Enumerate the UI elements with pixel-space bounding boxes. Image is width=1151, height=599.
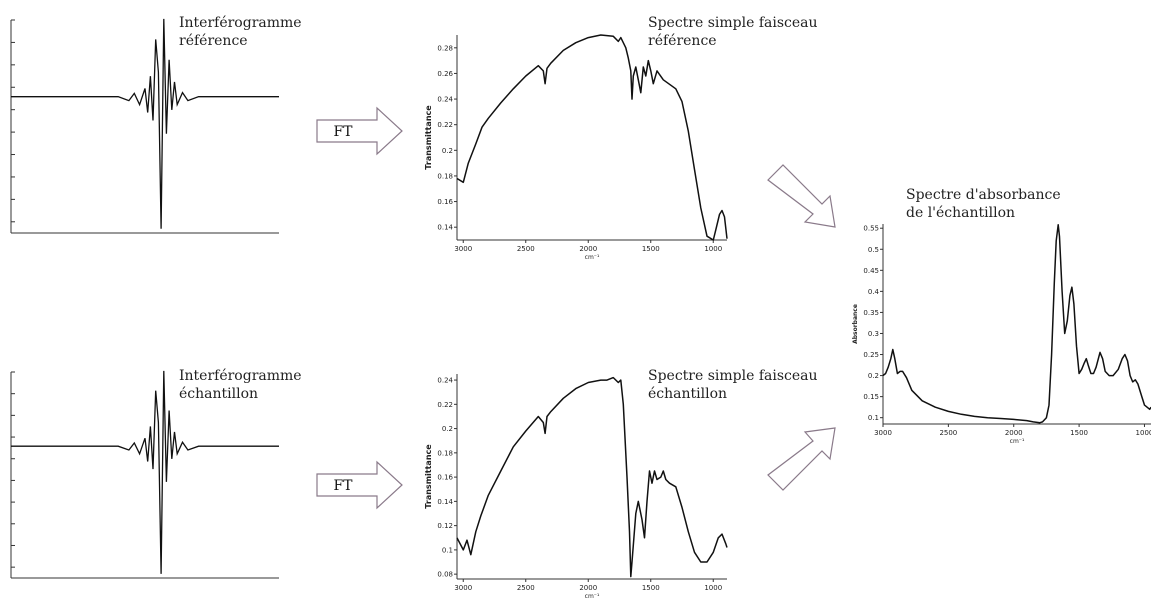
interferogram-reference (10, 18, 279, 234)
caption-line: Interférogramme (179, 15, 302, 31)
absorbance-sample: 3000 2500 2000 1500 1000 0.1 0.15 0.2 0.25 0.3 0.3… (852, 224, 1151, 445)
y-tick-label: 0.24 (437, 377, 453, 385)
y-axis-label: Transmittance (424, 105, 433, 170)
y-tick-label: 0.08 (437, 571, 453, 579)
absorbance-label: Spectre d'absorbance de l'échantillon (906, 186, 1061, 222)
caption-line: Spectre simple faisceau (648, 368, 818, 384)
arrow-right-icon (316, 106, 403, 156)
caption-line: Spectre simple faisceau (648, 15, 818, 31)
y-tick-label: 0.1 (442, 546, 453, 554)
interferogram-sample (10, 370, 279, 579)
x-tick-label: 1500 (1070, 429, 1088, 437)
x-tick-label: 1000 (704, 584, 722, 592)
single-beam-reference: 3000 2500 2000 1500 1000 0.14 0.16 0.18 0.2 0.22 0… (424, 34, 728, 261)
x-tick-label: 1000 (704, 245, 722, 253)
y-tick-label: 0.4 (868, 288, 880, 296)
y-tick-label: 0.18 (437, 172, 453, 180)
y-tick-label: 0.24 (437, 96, 453, 104)
x-tick-label: 1000 (1136, 429, 1151, 437)
ft-arrow-top: FT (316, 106, 403, 156)
y-tick-label: 0.3 (868, 330, 879, 338)
series-line (11, 18, 279, 229)
x-axis-label: cm⁻¹ (585, 254, 600, 261)
y-tick-label: 0.5 (868, 246, 879, 254)
x-tick-label: 1500 (642, 245, 660, 253)
caption-line: référence (179, 33, 248, 49)
x-tick-label: 3000 (454, 245, 472, 253)
x-tick-label: 2500 (517, 584, 535, 592)
caption-line: Interférogramme (179, 368, 302, 384)
x-tick-label: 2500 (939, 429, 957, 437)
x-tick-label: 1500 (642, 584, 660, 592)
y-tick-label: 0.25 (863, 351, 879, 359)
ft-label: FT (333, 124, 353, 140)
y-axis-label: Absorbance (852, 304, 859, 344)
y-tick-label: 0.55 (863, 225, 879, 233)
single-beam-sample-label: Spectre simple faisceau échantillon (648, 367, 818, 403)
x-tick-label: 2000 (579, 584, 597, 592)
arrow-up-right-icon (767, 427, 836, 491)
x-axis-label: cm⁻¹ (1010, 438, 1025, 445)
single-beam-reference-label: Spectre simple faisceau référence (648, 14, 818, 50)
series-line (882, 224, 1151, 424)
y-tick-label: 0.1 (868, 414, 879, 422)
arrow-right-icon (316, 460, 403, 510)
x-axis-label: cm⁻¹ (585, 593, 600, 599)
caption-line: référence (648, 33, 717, 49)
y-tick-label: 0.15 (863, 393, 879, 401)
y-tick-label: 0.35 (863, 309, 879, 317)
series-line (456, 34, 728, 241)
y-tick-label: 0.14 (437, 224, 453, 232)
ft-arrow-bottom: FT (316, 460, 403, 510)
ft-label: FT (333, 478, 353, 494)
caption-line: échantillon (179, 386, 259, 402)
x-tick-label: 2000 (579, 245, 597, 253)
interferogram-sample-label: Interférogramme échantillon (179, 367, 302, 403)
y-tick-label: 0.45 (863, 267, 879, 275)
caption-line: Spectre d'absorbance (906, 187, 1061, 203)
arrow-down-right-icon (767, 164, 836, 228)
y-tick-label: 0.2 (442, 147, 453, 155)
y-tick-label: 0.16 (437, 198, 453, 206)
y-tick-label: 0.2 (868, 372, 879, 380)
x-tick-label: 3000 (874, 429, 892, 437)
y-tick-label: 0.16 (437, 474, 453, 482)
series-line (456, 376, 728, 578)
y-tick-label: 0.12 (437, 522, 453, 530)
y-axis-label: Transmittance (424, 444, 433, 509)
y-tick-label: 0.18 (437, 449, 453, 457)
caption-line: de l'échantillon (906, 205, 1016, 221)
interferogram-reference-label: Interférogramme référence (179, 14, 302, 50)
x-tick-label: 2000 (1005, 429, 1023, 437)
y-tick-label: 0.2 (442, 425, 453, 433)
series-line (11, 370, 279, 574)
y-tick-label: 0.22 (437, 401, 453, 409)
y-tick-label: 0.28 (437, 44, 453, 52)
x-tick-label: 2500 (517, 245, 535, 253)
caption-line: échantillon (648, 386, 728, 402)
y-tick-label: 0.14 (437, 498, 453, 506)
single-beam-sample: 3000 2500 2000 1500 1000 0.08 0.1 0.12 0.14 0.16 0… (424, 374, 728, 599)
y-tick-label: 0.22 (437, 121, 453, 129)
x-tick-label: 3000 (454, 584, 472, 592)
y-tick-label: 0.26 (437, 70, 453, 78)
